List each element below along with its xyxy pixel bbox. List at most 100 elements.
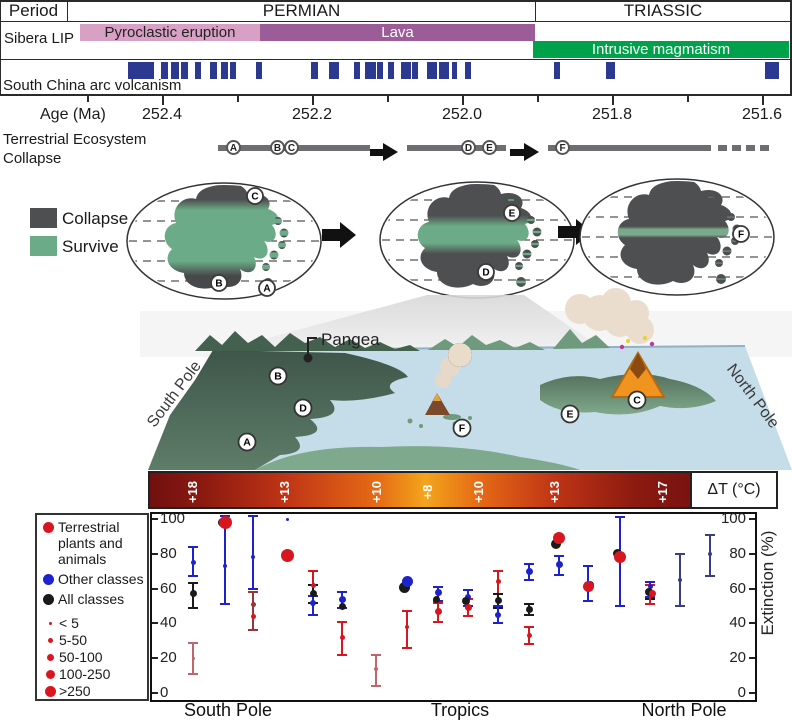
scatter-point xyxy=(280,549,294,563)
scatter-errorbar-cap xyxy=(188,672,198,675)
scatter-errorbar-cap xyxy=(433,585,443,588)
collapse-swatch xyxy=(30,208,57,228)
volcanism-bar xyxy=(210,62,217,79)
pyroclastic-eruption-bar: Pyroclastic eruption xyxy=(80,24,260,41)
scatter-errorbar-cap xyxy=(583,564,593,567)
y-tick-mark xyxy=(749,692,755,694)
scatter-point xyxy=(338,595,346,603)
mountain-ridge-mid xyxy=(428,335,545,350)
scatter-errorbar-cap xyxy=(308,613,318,616)
islands xyxy=(407,414,472,428)
scatter-errorbar-cap xyxy=(248,591,258,594)
block-marker-c: C xyxy=(633,395,641,407)
scatter-errorbar-cap xyxy=(645,580,655,583)
scatter-errorbar-cap xyxy=(554,554,564,557)
legend-size-item: >250 xyxy=(43,683,145,699)
scatter-errorbar-cap xyxy=(188,582,198,585)
scatter-point xyxy=(647,584,653,590)
age-major-tick xyxy=(462,96,464,105)
eco-timeline: A B C D E F xyxy=(0,136,792,170)
table-line-2 xyxy=(0,59,792,60)
pangea-dot xyxy=(303,353,313,363)
y-tick-label: 60 xyxy=(729,579,746,597)
scatter-errorbar xyxy=(224,515,226,605)
scatter-errorbar-cap xyxy=(248,514,258,517)
scatter-errorbar xyxy=(406,611,408,648)
permian-triassic-boundary xyxy=(535,0,536,21)
small-volcano-icon xyxy=(425,343,472,415)
table-border-right xyxy=(790,0,792,95)
legend-class-item: Other classes xyxy=(41,571,145,587)
age-tick-label: 251.8 xyxy=(591,106,633,123)
table-line-3 xyxy=(0,94,792,96)
y-tick-mark xyxy=(152,622,158,625)
y-tick-label: 100 xyxy=(160,510,186,527)
stage-marker-f: F xyxy=(555,140,570,155)
volcanism-label: South China arc volcanism xyxy=(3,77,182,94)
scatter-errorbar-cap xyxy=(188,545,198,548)
volcanism-bar xyxy=(765,62,779,79)
globe1-markers: C B A xyxy=(210,187,276,297)
y-tick-mark xyxy=(152,552,158,555)
globes-panel: C B A E D xyxy=(126,178,775,300)
sibera-lip-label: Sibera LIP xyxy=(4,30,75,47)
legend-size-label: 100-250 xyxy=(59,666,111,682)
eco-dash xyxy=(746,145,755,151)
volcanism-bar xyxy=(365,62,376,79)
scatter-errorbar-cap xyxy=(493,622,503,625)
legend-size-item: 100-250 xyxy=(43,666,145,682)
scatter-point xyxy=(398,581,410,593)
scatter-point xyxy=(462,596,470,605)
volcanism-bar xyxy=(606,62,615,79)
volcanism-bar xyxy=(171,62,179,79)
legend-size-label: < 5 xyxy=(59,615,79,631)
scatter-point xyxy=(190,560,196,565)
temperature-gradient-bar: +18 +13 +10 +8 +10 +13 +17 xyxy=(148,471,692,509)
block-marker-d: D xyxy=(299,403,307,415)
age-minor-tick xyxy=(87,96,89,102)
eco-label-line2: Collapse xyxy=(3,150,62,167)
red-class-dot xyxy=(43,522,54,533)
scatter-point xyxy=(310,599,316,606)
globe2-marker-d: D xyxy=(482,268,489,279)
y-tick-label: 60 xyxy=(160,579,177,597)
pangea-block-panel: B D A F E C Pangea South Pole North Pole xyxy=(140,288,792,470)
volcanism-bar xyxy=(128,62,154,79)
age-tick-label: 252.4 xyxy=(141,106,183,123)
collapse-label: Collapse xyxy=(62,209,129,228)
period-header: Period xyxy=(8,1,59,20)
y-tick-mark xyxy=(749,587,755,590)
table-border-top xyxy=(0,0,792,2)
legend-size-item: 5-50 xyxy=(43,632,145,648)
y-tick-label: 100 xyxy=(720,510,746,527)
y-tick-mark xyxy=(749,552,755,555)
scatter-errorbar-cap xyxy=(524,563,534,566)
age-minor-tick xyxy=(687,96,689,102)
age-axis-label: Age (Ma) xyxy=(40,106,106,123)
volcanism-bar xyxy=(465,62,471,79)
eco-label-line1: Terrestrial Ecosystem xyxy=(3,131,147,148)
extinction-plot: 100 100 80 80 60 60 40 40 20 20 0 0 xyxy=(150,510,757,702)
temp-value: +18 xyxy=(185,480,201,504)
scatter-errorbar-cap xyxy=(524,578,534,581)
y-tick-mark xyxy=(152,587,158,590)
volcanism-bar xyxy=(412,62,418,79)
arrow-icon xyxy=(370,149,383,156)
volcanism-bar-track xyxy=(0,60,792,94)
temp-value: +13 xyxy=(547,480,562,504)
scatter-errorbar-cap xyxy=(524,603,534,606)
scatter-point xyxy=(191,656,195,660)
stage-marker-e: E xyxy=(482,140,497,155)
scatter-point xyxy=(339,634,345,640)
scatter-point xyxy=(555,560,563,568)
scatter-point xyxy=(251,555,255,560)
legend-class-item: All classes xyxy=(41,591,145,607)
scatter-errorbar xyxy=(252,592,254,631)
x-region-label: Tropics xyxy=(430,700,490,720)
age-tick-label: 251.6 xyxy=(741,106,783,123)
volcanism-bar xyxy=(230,62,236,79)
legend-class-label: Terrestrial plants and animals xyxy=(58,519,123,567)
y-tick-label: 20 xyxy=(160,649,177,667)
y-tick-mark xyxy=(152,657,158,660)
eco-dash xyxy=(718,145,727,151)
